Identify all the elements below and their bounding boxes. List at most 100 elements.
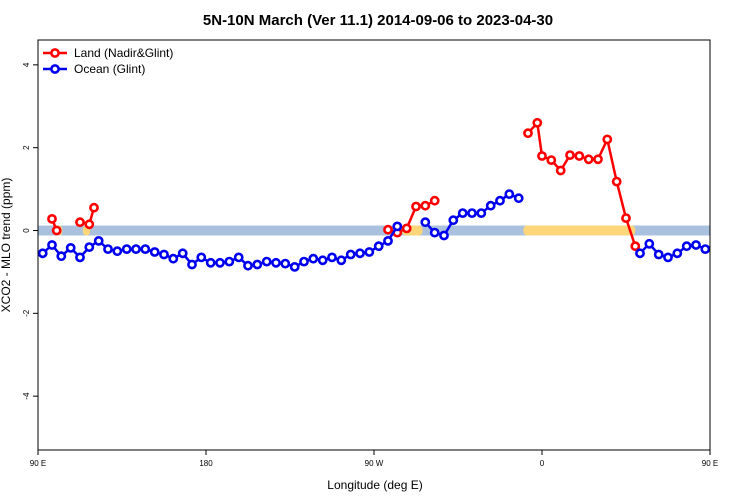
- data-point: [215, 257, 225, 268]
- data-point: [555, 165, 566, 176]
- data-point: [196, 252, 207, 263]
- y-tick-label: 4: [22, 62, 31, 67]
- data-point: [252, 259, 263, 270]
- series-layer: [38, 117, 746, 272]
- data-point: [177, 248, 188, 259]
- series-ocean: [38, 189, 746, 272]
- data-point: [299, 256, 309, 267]
- data-point: [429, 195, 440, 206]
- legend-label: Ocean (Glint): [74, 62, 145, 76]
- data-point: [532, 117, 543, 128]
- land-band-segment: [523, 225, 636, 236]
- data-point: [392, 221, 403, 232]
- data-point: [429, 227, 440, 238]
- data-point: [93, 235, 104, 246]
- data-point: [709, 249, 710, 253]
- data-point: [602, 134, 613, 145]
- data-point: [739, 253, 746, 260]
- data-point: [401, 223, 412, 234]
- data-point: [140, 244, 151, 254]
- data-point: [47, 213, 57, 224]
- data-point: [681, 241, 692, 252]
- data-point: [84, 242, 95, 252]
- data-point: [383, 224, 393, 235]
- x-tick-label: 90 W: [365, 459, 384, 468]
- data-point: [233, 252, 244, 263]
- y-axis: 4 2 0 -2 -4: [22, 62, 38, 400]
- data-point: [448, 215, 459, 226]
- data-point: [411, 201, 421, 212]
- data-point: [112, 246, 123, 257]
- data-point: [635, 248, 645, 259]
- data-point: [644, 238, 655, 249]
- data-point: [672, 248, 683, 259]
- data-point: [38, 248, 48, 259]
- data-point: [439, 230, 449, 241]
- data-point: [159, 249, 169, 260]
- data-point: [720, 250, 727, 257]
- data-point: [65, 242, 76, 253]
- data-point: [467, 208, 477, 218]
- data-point: [261, 256, 272, 267]
- legend-marker: [50, 48, 60, 58]
- data-point: [523, 128, 533, 139]
- data-point: [420, 200, 431, 211]
- legend-item: Ocean (Glint): [43, 62, 145, 76]
- data-point: [504, 189, 515, 199]
- data-point: [574, 151, 585, 161]
- plot-area: 90 E 180 90 W 0 90 E 4 2 0 -2 -4: [22, 39, 746, 468]
- data-point: [131, 244, 141, 254]
- data-point: [593, 154, 603, 165]
- x-tick-label: 0: [540, 459, 545, 468]
- data-point: [485, 200, 496, 211]
- data-point: [420, 217, 431, 228]
- data-point: [51, 225, 62, 236]
- data-point: [373, 241, 384, 252]
- data-point: [663, 252, 673, 263]
- data-point: [75, 252, 85, 263]
- legend-marker: [50, 64, 60, 74]
- data-point: [187, 259, 197, 270]
- data-point: [149, 247, 160, 257]
- data-point: [289, 261, 300, 272]
- chart-title: 5N-10N March (Ver 11.1) 2014-09-06 to 20…: [203, 12, 553, 29]
- data-point: [355, 248, 365, 259]
- data-point: [224, 256, 235, 267]
- data-point: [513, 193, 524, 204]
- ocean-band: [38, 225, 710, 236]
- data-point: [457, 208, 468, 218]
- x-tick-label: 180: [199, 459, 213, 468]
- series-land: [47, 117, 641, 252]
- legend: Land (Nadir&Glint) Ocean (Glint): [43, 46, 173, 76]
- data-point: [47, 240, 57, 250]
- data-point: [700, 244, 710, 254]
- data-point: [653, 249, 664, 260]
- y-tick-label: 0: [22, 228, 31, 233]
- data-point: [630, 241, 641, 252]
- data-point: [730, 241, 737, 248]
- data-point: [583, 154, 594, 165]
- data-point: [476, 208, 487, 218]
- data-point: [271, 257, 281, 268]
- data-point: [611, 176, 622, 187]
- x-tick-label: 90 E: [702, 459, 718, 468]
- data-point: [383, 235, 393, 246]
- y-tick-label: -4: [22, 392, 31, 400]
- y-tick-label: -2: [22, 309, 31, 317]
- legend-item: Land (Nadir&Glint): [43, 46, 173, 60]
- data-point: [691, 240, 701, 250]
- y-axis-label: XCO2 - MLO trend (ppm): [0, 178, 13, 313]
- data-point: [621, 213, 631, 223]
- data-point: [317, 255, 328, 266]
- data-point: [327, 252, 337, 263]
- data-point: [364, 247, 375, 257]
- data-point: [121, 244, 132, 254]
- x-tick-label: 90 E: [30, 459, 46, 468]
- data-point: [56, 251, 67, 262]
- data-point: [168, 253, 179, 264]
- data-point: [243, 260, 253, 271]
- x-axis-label: Longitude (deg E): [327, 478, 422, 492]
- data-point: [336, 255, 347, 266]
- data-point: [495, 195, 505, 206]
- data-point: [75, 217, 85, 228]
